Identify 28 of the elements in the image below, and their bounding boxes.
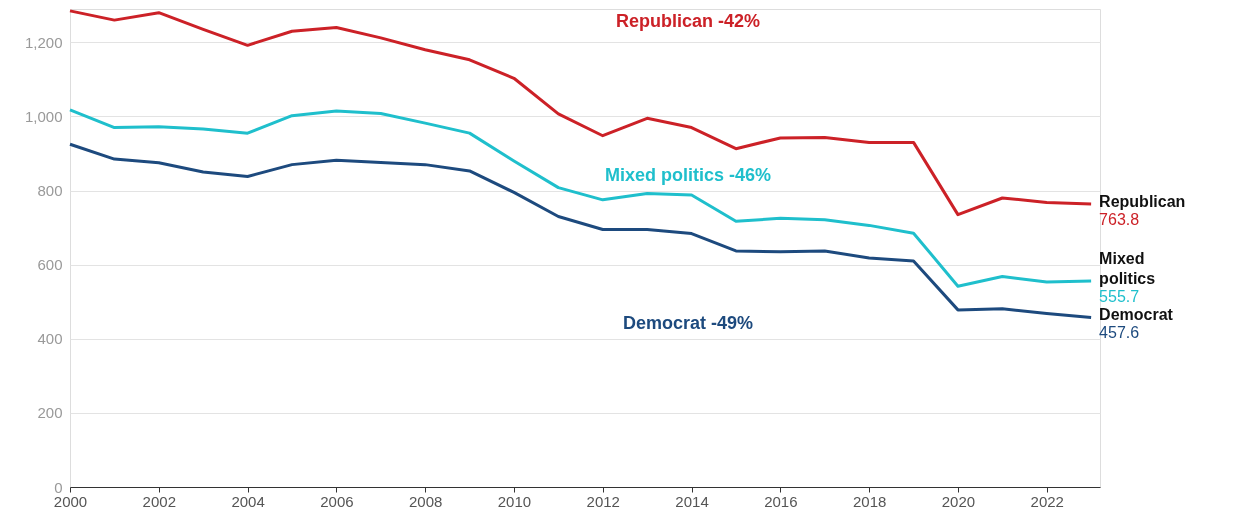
x-tick-label: 2004 — [231, 492, 265, 510]
annotation: Mixed politics -46% — [604, 165, 772, 186]
data-label: 457.6 — [1099, 324, 1140, 342]
y-tick-label: 600 — [37, 256, 63, 274]
y-tick-label: 200 — [37, 404, 63, 422]
data-label: 555.7 — [1099, 288, 1140, 306]
series-label: Democrat — [1099, 306, 1174, 324]
y-tick-label: 400 — [37, 330, 63, 348]
x-tick-label: 2014 — [675, 492, 709, 510]
x-tick-label: 2002 — [142, 492, 176, 510]
x-tick-label: 2006 — [320, 492, 354, 510]
x-tick-label: 2016 — [764, 492, 798, 510]
line-series — [68, 108, 1093, 288]
annotation: Democrat -49% — [622, 313, 754, 334]
x-tick-label: 2018 — [852, 492, 887, 510]
annotation: Republican -42% — [615, 10, 761, 31]
x-tick-label: 2022 — [1030, 492, 1064, 510]
y-tick-label: 1,000 — [24, 107, 63, 125]
x-tick-label: 2008 — [408, 492, 443, 510]
y-tick-label: 1,200 — [24, 33, 63, 51]
y-tick-label: 800 — [37, 182, 63, 200]
data-label: 763.8 — [1099, 210, 1140, 228]
line-series — [68, 9, 1093, 217]
series-label: Mixed politics — [1099, 250, 1156, 288]
x-tick-label: 2010 — [497, 492, 532, 510]
x-tick-label: 2020 — [941, 492, 976, 510]
series-label: Republican — [1099, 192, 1186, 210]
x-tick-label: 2012 — [586, 492, 620, 510]
